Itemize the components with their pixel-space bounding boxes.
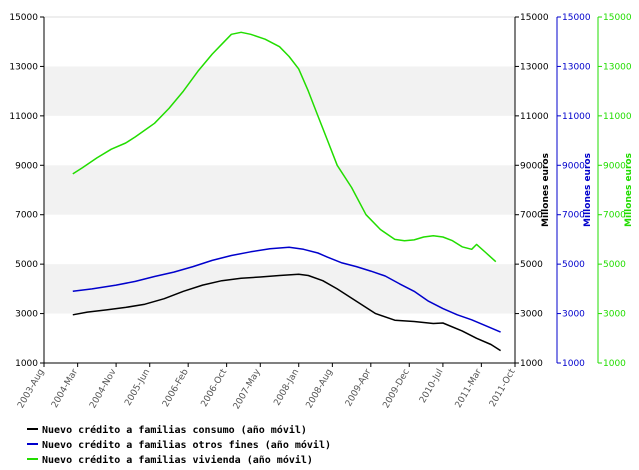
y-tick-label: 3000 bbox=[15, 310, 38, 320]
x-tick-label: 2006-Oct bbox=[200, 367, 230, 409]
y-axes: 1000 3000 5000 7000 9000 11000 13000 15000 1000 3… bbox=[9, 13, 634, 369]
y-tick-label: 9000 bbox=[562, 161, 585, 171]
legend-label: Nuevo crédito a familias otros fines (añ… bbox=[42, 439, 331, 451]
x-tick-label: 2009-Apr bbox=[344, 367, 374, 408]
y-tick-label: 13000 bbox=[562, 62, 591, 72]
plot-bands bbox=[44, 66, 515, 314]
y-tick-label: 9000 bbox=[603, 161, 626, 171]
y-tick-label: 5000 bbox=[520, 260, 543, 270]
x-tick-label: 2004-Nov bbox=[88, 367, 119, 410]
y-tick-label: 11000 bbox=[520, 112, 549, 122]
x-tick-label: 2009-Dec bbox=[381, 367, 411, 410]
grid-band bbox=[44, 66, 515, 116]
y-axis-title: Millones euros bbox=[541, 153, 551, 227]
y-tick-label: 1000 bbox=[520, 359, 543, 369]
y-tick-label: 15000 bbox=[562, 13, 591, 23]
y-tick-label: 7000 bbox=[15, 211, 38, 221]
y-tick-label: 1000 bbox=[15, 359, 38, 369]
series-lines bbox=[72, 31, 502, 352]
y-tick-label: 3000 bbox=[603, 310, 626, 320]
x-tick-label: 2011-Oct bbox=[488, 367, 518, 409]
x-tick-label: 2007-May bbox=[232, 367, 263, 411]
series-line bbox=[72, 246, 501, 333]
x-tick-label: 2006-Feb bbox=[161, 367, 191, 409]
legend-label: Nuevo crédito a familias vivienda (año m… bbox=[42, 454, 313, 466]
y-tick-label: 15000 bbox=[520, 13, 549, 23]
y-tick-label: 11000 bbox=[9, 112, 38, 122]
y-tick-label: 15000 bbox=[603, 13, 632, 23]
y-tick-label: 1000 bbox=[603, 359, 626, 369]
y-axis-title: Millones euros bbox=[624, 153, 634, 227]
y-tick-label: 3000 bbox=[562, 310, 585, 320]
y-axis-title: Millones euros bbox=[583, 153, 593, 227]
y-tick-label: 3000 bbox=[520, 310, 543, 320]
legend-label: Nuevo crédito a familias consumo (año mó… bbox=[42, 424, 307, 436]
y-tick-label: 7000 bbox=[520, 211, 543, 221]
y-tick-label: 1000 bbox=[562, 359, 585, 369]
grid-band bbox=[44, 264, 515, 314]
y-tick-label: 9000 bbox=[15, 161, 38, 171]
x-tick-label: 2008-Jan bbox=[272, 368, 301, 408]
x-axis: 2003-Aug 2004-Mar 2004-Nov 2005-Jun 2006-Feb… bbox=[16, 362, 518, 411]
y-tick-label: 11000 bbox=[562, 112, 591, 122]
x-tick-label: 2011-Mar bbox=[454, 367, 484, 410]
x-tick-label: 2004-Mar bbox=[50, 367, 80, 410]
series-line bbox=[72, 273, 502, 352]
y-tick-label: 15000 bbox=[9, 13, 38, 23]
y-tick-label: 13000 bbox=[9, 62, 38, 72]
series-line bbox=[72, 31, 497, 263]
y-tick-label: 7000 bbox=[562, 211, 585, 221]
x-tick-label: 2008-Aug bbox=[305, 368, 335, 411]
y-tick-label: 5000 bbox=[603, 260, 626, 270]
y-tick-label: 11000 bbox=[603, 112, 632, 122]
x-tick-label: 2005-Jun bbox=[123, 368, 152, 408]
x-tick-label: 2003-Aug bbox=[16, 368, 46, 411]
y-tick-label: 5000 bbox=[562, 260, 585, 270]
legend: Nuevo crédito a familias consumo (año mó… bbox=[27, 424, 331, 466]
y-tick-label: 13000 bbox=[520, 62, 549, 72]
y-tick-label: 13000 bbox=[603, 62, 632, 72]
grid-band bbox=[44, 165, 515, 215]
x-tick-label: 2010-Jul bbox=[418, 368, 445, 405]
y-tick-label: 5000 bbox=[15, 260, 38, 270]
y-tick-label: 7000 bbox=[603, 211, 626, 221]
y-tick-label: 9000 bbox=[520, 161, 543, 171]
